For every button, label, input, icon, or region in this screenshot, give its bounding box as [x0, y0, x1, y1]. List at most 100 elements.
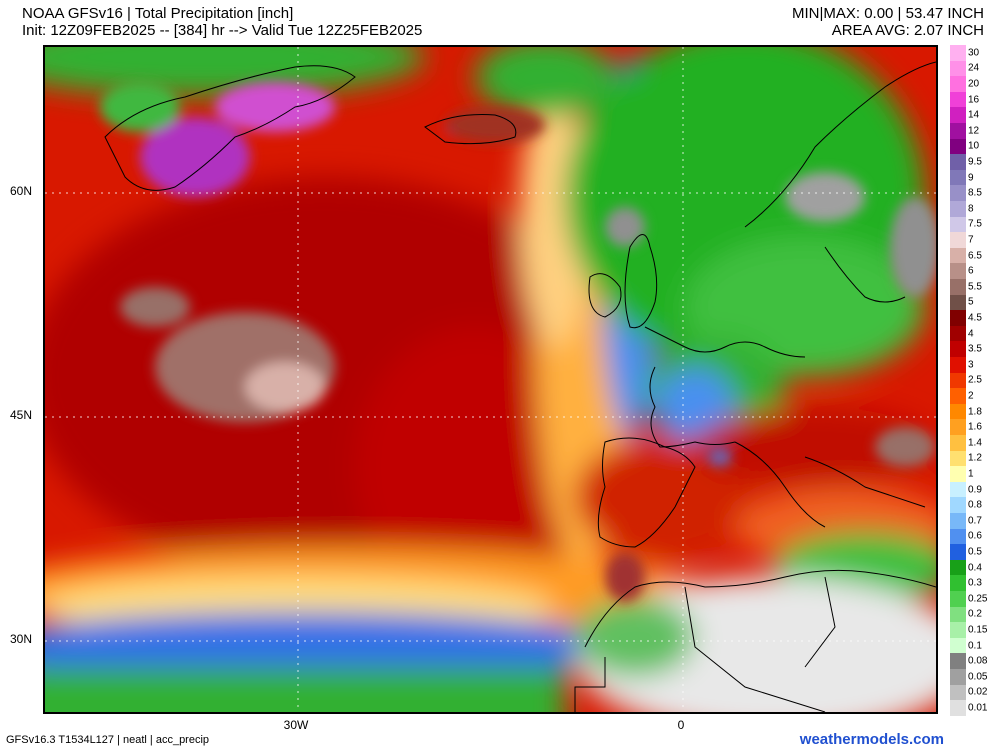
- colorbar-label: 0.05: [968, 671, 988, 683]
- map-stats: MIN|MAX: 0.00 | 53.47 INCH AREA AVG: 2.0…: [792, 5, 984, 39]
- colorbar-label: 0.4: [968, 562, 982, 574]
- colorbar-label: 20: [968, 78, 980, 90]
- colorbar-label: 0.15: [968, 624, 988, 636]
- precipitation-map[interactable]: [43, 45, 938, 714]
- colorbar-swatch: [950, 294, 966, 311]
- colorbar-swatch: [950, 669, 966, 686]
- colorbar-label: 8.5: [968, 187, 982, 199]
- colorbar-swatch: [950, 138, 966, 155]
- colorbar-label: 3.5: [968, 343, 982, 355]
- colorbar-label: 1: [968, 468, 974, 480]
- colorbar-swatch: [950, 279, 966, 296]
- colorbar-swatch: [950, 606, 966, 623]
- colorbar-swatch: [950, 123, 966, 140]
- colorbar-swatch: [950, 216, 966, 233]
- colorbar-label: 0.8: [968, 499, 982, 511]
- colorbar-label: 16: [968, 94, 980, 106]
- colorbar-swatch: [950, 91, 966, 108]
- colorbar-swatch: [950, 466, 966, 483]
- colorbar-label: 2.5: [968, 374, 982, 386]
- colorbar-swatch: [950, 653, 966, 670]
- colorbar-label: 0.08: [968, 655, 988, 667]
- colorbar-swatch: [950, 637, 966, 654]
- colorbar-swatch: [950, 310, 966, 327]
- colorbar-label: 0.7: [968, 515, 982, 527]
- colorbar-swatch: [950, 559, 966, 576]
- colorbar-swatch: [950, 325, 966, 342]
- model-info: GFSv16.3 T1534L127 | neatl | acc_precip: [6, 734, 210, 746]
- colorbar-swatch: [950, 232, 966, 249]
- colorbar-label: 1.6: [968, 421, 982, 433]
- colorbar-swatch: [950, 76, 966, 93]
- colorbar-label: 7.5: [968, 218, 982, 230]
- colorbar-label: 0.3: [968, 577, 982, 589]
- colorbar-swatch: [950, 341, 966, 358]
- colorbar-label: 0.9: [968, 484, 982, 496]
- colorbar-label: 4.5: [968, 312, 982, 324]
- colorbar-label: 3: [968, 359, 974, 371]
- lat-label-30n: 30N: [10, 632, 33, 646]
- colorbar-swatch: [950, 263, 966, 280]
- colorbar-label: 8: [968, 203, 974, 215]
- title-line-2: Init: 12Z09FEB2025 -- [384] hr --> Valid…: [22, 22, 423, 39]
- colorbar-swatch: [950, 403, 966, 420]
- colorbar-swatch: [950, 419, 966, 436]
- colorbar-label: 1.2: [968, 452, 982, 464]
- colorbar-swatch: [950, 45, 966, 62]
- colorbar-label: 6: [968, 265, 974, 277]
- colorbar-swatch: [950, 201, 966, 218]
- colorbar-swatch: [950, 169, 966, 186]
- colorbar-label: 9: [968, 172, 974, 184]
- colorbar-swatch: [950, 372, 966, 389]
- colorbar-swatch: [950, 247, 966, 264]
- colorbar-label: 0.2: [968, 608, 982, 620]
- colorbar-swatch: [950, 154, 966, 171]
- colorbar-label: 5: [968, 296, 974, 308]
- colorbar-label: 5.5: [968, 281, 982, 293]
- lat-label-45n: 45N: [10, 408, 33, 422]
- coastlines: [104, 61, 936, 712]
- area-avg-stat: AREA AVG: 2.07 INCH: [831, 22, 984, 39]
- colorbar-label: 10: [968, 140, 980, 152]
- colorbar-swatch: [950, 450, 966, 467]
- colorbar-label: 0.01: [968, 702, 988, 714]
- colorbar-label: 0.1: [968, 640, 982, 652]
- colorbar-label: 0.25: [968, 593, 988, 605]
- colorbar-label: 4: [968, 328, 974, 340]
- colorbar-label: 6.5: [968, 250, 982, 262]
- colorbar-swatch: [950, 528, 966, 545]
- colorbar-label: 30: [968, 47, 980, 59]
- colorbar-label: 1.4: [968, 437, 982, 449]
- colorbar-swatch: [950, 497, 966, 514]
- colorbar-label: 0.5: [968, 546, 982, 558]
- colorbar-label: 24: [968, 62, 980, 74]
- colorbar-swatch: [950, 700, 966, 717]
- colorbar-swatch: [950, 357, 966, 374]
- colorbar-swatch: [950, 185, 966, 202]
- map-title: NOAA GFSv16 | Total Precipitation [inch]…: [22, 5, 422, 39]
- lon-label-30w: 30W: [283, 718, 309, 732]
- colorbar: [950, 45, 966, 720]
- colorbar-swatch: [950, 435, 966, 452]
- colorbar-swatch: [950, 591, 966, 608]
- map-canvas: [45, 47, 936, 712]
- colorbar-swatch: [950, 575, 966, 592]
- title-line-1: NOAA GFSv16 | Total Precipitation [inch]: [22, 5, 294, 22]
- colorbar-label: 14: [968, 109, 980, 121]
- colorbar-swatch: [950, 107, 966, 124]
- colorbar-swatch: [950, 684, 966, 701]
- colorbar-label: 1.8: [968, 406, 982, 418]
- colorbar-label: 2: [968, 390, 974, 402]
- colorbar-label: 0.6: [968, 530, 982, 542]
- brand-link[interactable]: weathermodels.com: [799, 731, 944, 748]
- colorbar-swatch: [950, 481, 966, 498]
- colorbar-swatch: [950, 388, 966, 405]
- colorbar-swatch: [950, 60, 966, 77]
- colorbar-label: 7: [968, 234, 974, 246]
- colorbar-label: 12: [968, 125, 980, 137]
- min-max-stat: MIN|MAX: 0.00 | 53.47 INCH: [791, 5, 984, 22]
- graticule: [45, 47, 936, 712]
- colorbar-swatch: [950, 622, 966, 639]
- colorbar-swatch: [950, 513, 966, 530]
- colorbar-label: 0.02: [968, 686, 988, 698]
